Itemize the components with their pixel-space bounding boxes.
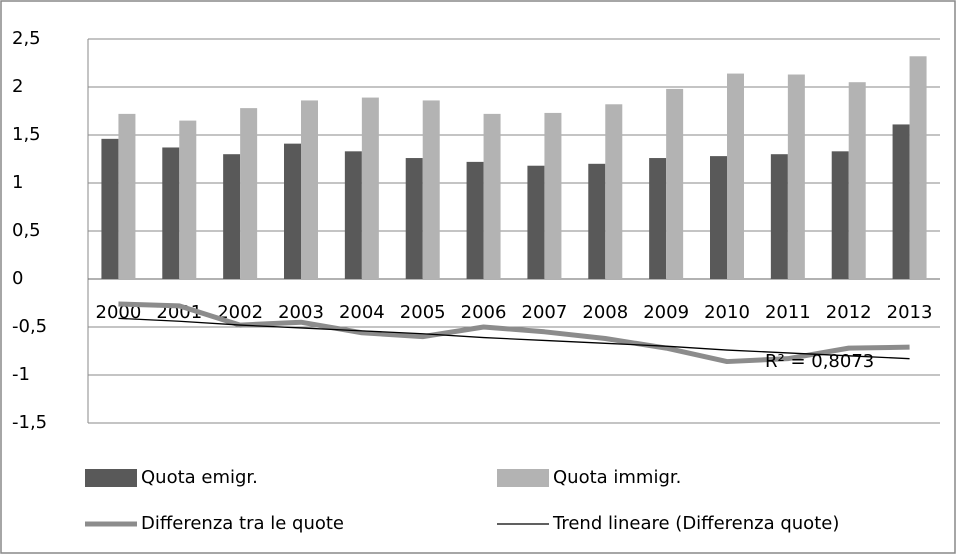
bar [483, 113, 501, 279]
x-tick-label: 2013 [887, 302, 933, 323]
bar [710, 156, 727, 279]
bar [727, 73, 744, 279]
x-tick-label: 2006 [461, 302, 507, 323]
bar [770, 154, 788, 279]
x-tick-label: 2010 [704, 302, 750, 323]
bar [909, 56, 927, 279]
bar [588, 163, 606, 279]
x-tick-label: 2003 [278, 302, 324, 323]
legend-label: Quota immigr. [553, 467, 681, 488]
legend-label: Quota emigr. [141, 467, 258, 488]
bar [787, 74, 805, 280]
bar [422, 100, 440, 279]
x-tick-label: 2008 [582, 302, 628, 323]
bar [466, 161, 484, 279]
x-tick-label: 2011 [765, 302, 811, 323]
y-tick-label: 2 [12, 76, 23, 97]
bar [118, 113, 136, 279]
y-tick-label: 0 [12, 268, 23, 289]
bar [892, 124, 910, 279]
bar [162, 147, 180, 279]
bar [240, 108, 258, 280]
bar [223, 154, 241, 279]
bar [831, 151, 849, 279]
x-tick-label: 2005 [400, 302, 446, 323]
x-tick-label: 2002 [217, 302, 263, 323]
bar [284, 143, 301, 279]
bar [848, 82, 866, 279]
legend-label: Differenza tra le quote [141, 513, 344, 534]
x-tick-label: 2000 [96, 302, 142, 323]
bar [605, 104, 623, 279]
y-tick-label: -1,5 [12, 412, 47, 433]
bar [179, 120, 197, 279]
line [118, 317, 910, 360]
y-tick-label: 1,5 [12, 124, 41, 145]
x-tick-label: 2012 [826, 302, 872, 323]
bar [344, 151, 362, 279]
legend-swatch [85, 469, 137, 487]
x-tick-label: 2007 [522, 302, 568, 323]
x-tick-label: 2009 [643, 302, 689, 323]
y-tick-label: 2,5 [12, 28, 41, 49]
legend-swatch [497, 469, 549, 487]
bar [101, 138, 119, 279]
bar [649, 158, 667, 279]
y-tick-label: -0,5 [12, 316, 47, 337]
bar [666, 88, 684, 279]
bar [544, 112, 562, 279]
line [118, 301, 910, 365]
bar [361, 97, 379, 279]
y-tick-label: -1 [12, 364, 30, 385]
bar [301, 100, 318, 279]
y-tick-label: 1 [12, 172, 23, 193]
bar [405, 158, 423, 279]
annotation: R² = 0,8073 [765, 351, 874, 372]
x-tick-label: 2004 [339, 302, 385, 323]
bar [527, 165, 545, 279]
y-tick-label: 0,5 [12, 220, 41, 241]
legend-label: Trend lineare (Differenza quote) [552, 513, 839, 534]
